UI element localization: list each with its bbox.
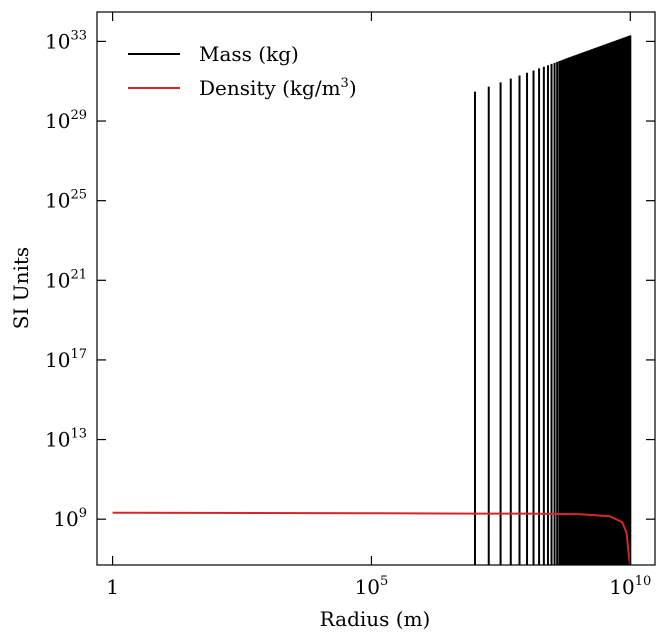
legend-mass-label: Mass (kg) [199, 42, 299, 66]
plot-area [112, 35, 632, 566]
y-tick-label: 1013 [45, 427, 87, 452]
y-tick-label: 1029 [45, 108, 87, 133]
plot-frame [96, 11, 656, 566]
x-tick-label: 1010 [609, 574, 651, 599]
y-tick-label: 109 [53, 506, 87, 531]
legend-density-label: Density (kg/m3) [199, 76, 357, 100]
x-tick-label: 1 [106, 575, 119, 599]
x-tick-label: 105 [355, 574, 389, 599]
y-axis-label: SI Units [9, 247, 33, 329]
y-tick-label: 1033 [45, 28, 87, 53]
legend: Mass (kg) Density (kg/m3) [128, 42, 357, 100]
y-tick-label: 1017 [45, 347, 87, 372]
x-axis-label: Radius (m) [320, 607, 431, 631]
series-density-line [112, 511, 632, 566]
y-tick-label: 1021 [45, 267, 87, 292]
series-mass-line [473, 35, 632, 565]
y-tick-label: 1025 [45, 188, 87, 213]
axes: 1 105 1010 109 1013 1017 1021 1025 1029 1033 [45, 11, 656, 599]
